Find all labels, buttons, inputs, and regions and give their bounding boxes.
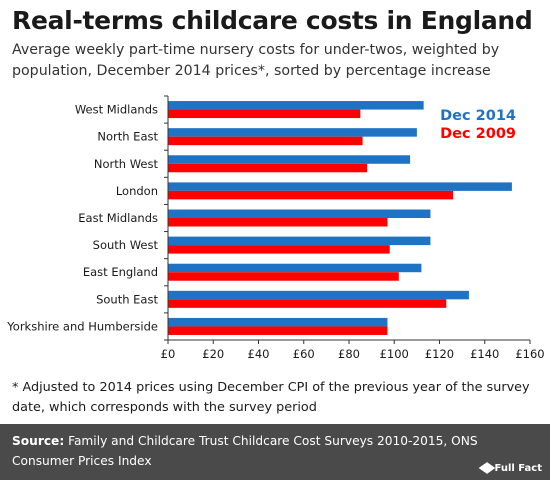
- bars-group: [168, 101, 512, 335]
- bar-dec-2009: [168, 326, 388, 335]
- bar-dec-2014: [168, 155, 411, 164]
- legend-dec-2014: Dec 2014: [440, 108, 516, 124]
- bar-chart: West Midlands North East North West London E…: [6, 95, 545, 361]
- category-label: North East: [97, 130, 158, 144]
- bar-dec-2014: [168, 182, 512, 191]
- category-label: London: [116, 184, 158, 198]
- x-tick-label: £100: [380, 347, 409, 361]
- x-tick-label: £160: [515, 347, 544, 361]
- bar-dec-2014: [168, 209, 431, 218]
- source-text: Source: Family and Childcare Trust Child…: [12, 431, 482, 471]
- bar-dec-2014: [168, 128, 417, 137]
- category-label: North West: [94, 157, 159, 171]
- full-fact-mark-icon: [478, 462, 495, 474]
- category-label: Yorkshire and Humberside: [6, 319, 158, 333]
- category-label: South East: [96, 292, 158, 306]
- bar-dec-2009: [168, 299, 447, 308]
- bar-dec-2009: [168, 272, 399, 281]
- bar-dec-2009: [168, 218, 388, 227]
- full-fact-logo: Full Fact: [478, 462, 543, 474]
- bar-dec-2014: [168, 317, 388, 327]
- category-label: South West: [93, 238, 159, 252]
- x-tick-label: £20: [202, 347, 224, 361]
- x-tick-label: £80: [338, 347, 360, 361]
- x-tick-label: £0: [161, 347, 176, 361]
- bar-dec-2014: [168, 290, 469, 300]
- bar-dec-2009: [168, 136, 363, 146]
- legend: Dec 2014 Dec 2009: [440, 108, 516, 142]
- x-tick-label: £60: [293, 347, 315, 361]
- legend-dec-2009: Dec 2009: [440, 126, 516, 142]
- source-label: Source:: [12, 434, 65, 448]
- bar-dec-2014: [168, 236, 431, 246]
- x-tick-label: £120: [425, 347, 454, 361]
- bar-dec-2009: [168, 190, 454, 200]
- x-tick-label: £40: [248, 347, 270, 361]
- axes-group: West Midlands North East North West London E…: [6, 95, 545, 361]
- bar-dec-2014: [168, 263, 422, 273]
- category-label: West Midlands: [75, 103, 158, 117]
- bar-dec-2014: [168, 101, 424, 110]
- source-body: Family and Childcare Trust Childcare Cos…: [12, 434, 478, 468]
- bar-dec-2009: [168, 163, 368, 173]
- bar-dec-2009: [168, 245, 390, 254]
- brand-name: Full Fact: [494, 463, 543, 474]
- x-tick-label: £140: [470, 347, 499, 361]
- source-bar: Source: Family and Childcare Trust Child…: [0, 424, 550, 480]
- category-label: East Midlands: [78, 211, 158, 225]
- bar-dec-2009: [168, 109, 361, 119]
- category-label: East England: [83, 265, 158, 279]
- chart-title: Real-terms childcare costs in England: [12, 6, 533, 35]
- footnote: * Adjusted to 2014 prices using December…: [12, 380, 530, 415]
- chart-subtitle: Average weekly part-time nursery costs f…: [12, 42, 500, 79]
